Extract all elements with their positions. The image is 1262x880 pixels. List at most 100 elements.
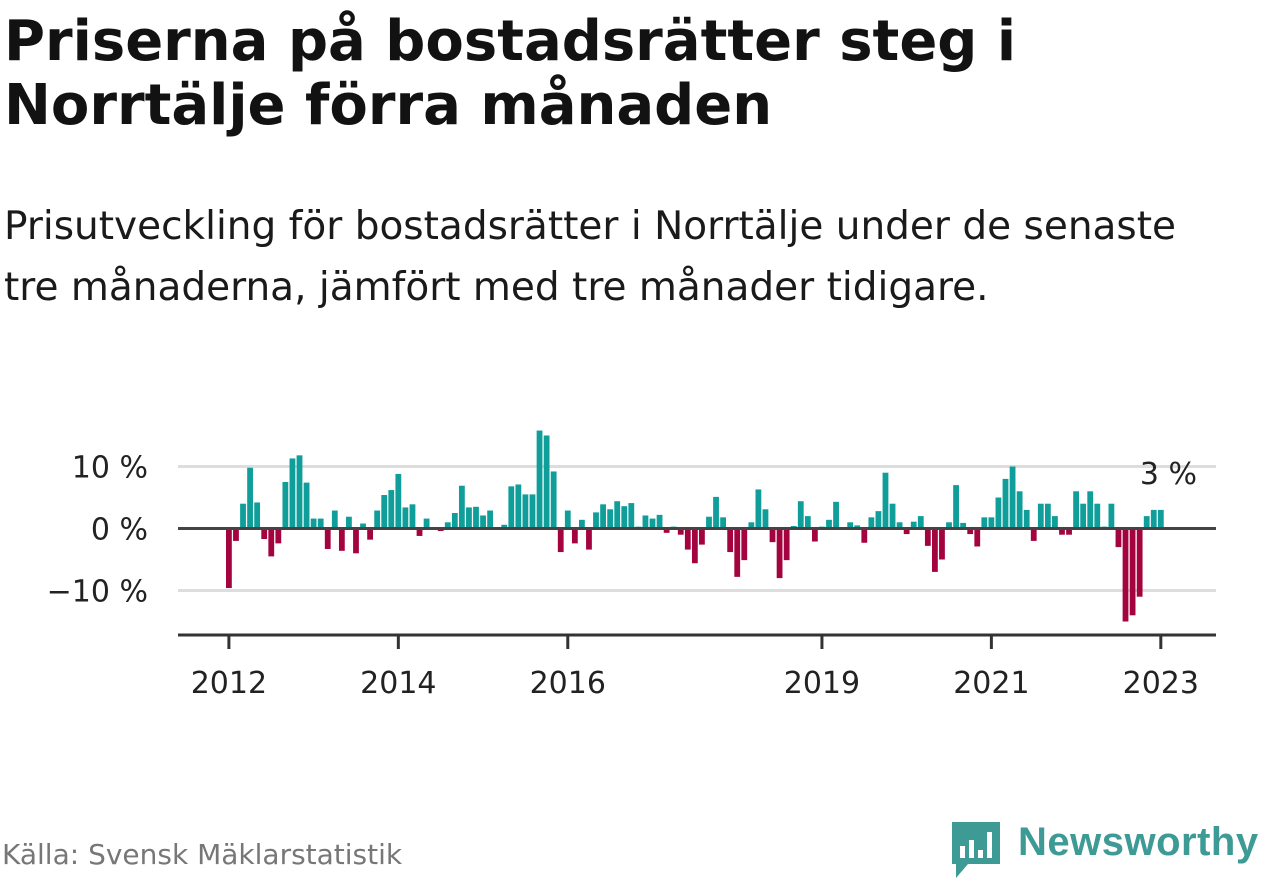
bar: [734, 528, 741, 577]
bar: [303, 482, 310, 529]
bar: [1157, 509, 1164, 529]
bar: [409, 504, 416, 529]
bar: [1150, 509, 1157, 529]
y-tick-label: 0 %: [91, 513, 148, 548]
bar: [557, 528, 564, 553]
bar: [508, 486, 515, 529]
bar: [275, 528, 282, 544]
bar: [254, 502, 261, 529]
bar: [939, 528, 945, 560]
bar: [289, 458, 296, 529]
bar: [974, 528, 981, 547]
bar: [374, 510, 381, 529]
x-tick-label: 2012: [191, 666, 267, 701]
bar: [1129, 528, 1136, 616]
bar: [783, 528, 790, 561]
bar: [861, 528, 868, 543]
bar: [699, 528, 705, 545]
source-credit: Källa: Svensk Mäklarstatistik: [2, 838, 403, 871]
bar: [684, 528, 691, 550]
bar: [388, 490, 395, 529]
bar: [713, 496, 719, 529]
bar: [338, 528, 345, 551]
bar: [416, 528, 423, 536]
x-ticks: 2012 2014 2016 2019 2021 2023: [191, 635, 1199, 701]
bar: [324, 528, 331, 549]
bar: [854, 525, 861, 529]
bar: [268, 528, 275, 557]
bar: [261, 528, 268, 540]
bar: [889, 503, 896, 529]
bar: [360, 523, 366, 529]
bar: [847, 522, 854, 529]
x-tick-label: 2023: [1123, 666, 1199, 701]
bar: [1080, 503, 1087, 529]
bar: [381, 495, 388, 529]
bar: [1009, 466, 1016, 529]
bar: [995, 497, 1002, 529]
bar: [642, 515, 649, 529]
bar: [826, 519, 832, 529]
bar: [762, 509, 769, 529]
bar: [367, 528, 373, 540]
chart-bubble-icon: [952, 822, 1000, 878]
bar: [882, 472, 889, 529]
bar: [395, 473, 402, 529]
bar: [720, 517, 726, 529]
page-subtitle: Prisutveckling för bostadsrätter i Norrt…: [4, 204, 1177, 310]
bar: [656, 514, 663, 529]
bar: [1044, 503, 1051, 529]
bar: [543, 435, 550, 529]
bar: [451, 513, 458, 529]
bar: [1052, 516, 1058, 529]
last-value-annotation: 3 %: [1140, 457, 1197, 492]
price-change-bar-chart: 10 % 0 % −10 % 2012 2014 2016 2019 2021 2023 3 …: [47, 430, 1216, 701]
bar: [579, 519, 585, 529]
bar: [804, 516, 811, 529]
bar: [967, 528, 974, 535]
bar: [1066, 528, 1072, 535]
bar: [1002, 478, 1009, 529]
bars: [226, 430, 1164, 622]
bar: [755, 489, 762, 529]
page-title: Priserna på bostadsrätter steg i Norrtäl…: [4, 9, 1017, 138]
x-tick-label: 2021: [953, 666, 1029, 701]
bar: [910, 521, 917, 529]
bar: [529, 494, 536, 529]
bar: [706, 516, 712, 529]
bar: [946, 522, 952, 529]
x-tick-label: 2019: [784, 666, 860, 701]
bar: [331, 510, 338, 529]
bar: [458, 485, 465, 529]
bar: [727, 528, 734, 553]
bar: [466, 507, 472, 529]
bar: [663, 528, 670, 533]
bar: [607, 509, 614, 529]
bar: [310, 518, 317, 529]
bar: [903, 528, 910, 535]
bar: [487, 510, 494, 529]
bar: [282, 482, 289, 529]
bar: [649, 518, 656, 529]
bar: [564, 510, 571, 529]
bar: [924, 528, 931, 546]
bar: [1143, 516, 1150, 529]
bar: [875, 511, 882, 529]
bar: [593, 512, 599, 529]
bar: [988, 517, 995, 529]
bar: [811, 528, 818, 542]
bar: [522, 494, 529, 529]
bar: [776, 528, 783, 579]
bar: [550, 471, 557, 529]
y-tick-labels: 10 % 0 % −10 %: [47, 451, 148, 610]
bar: [1122, 528, 1129, 622]
bar: [571, 528, 578, 544]
bar: [691, 528, 698, 564]
bar: [296, 455, 303, 529]
bar: [896, 522, 903, 529]
bar: [677, 528, 684, 535]
bar: [932, 528, 938, 572]
bar: [501, 524, 508, 529]
brand-logo: Newsworthy: [950, 816, 1262, 878]
bar: [981, 517, 988, 529]
